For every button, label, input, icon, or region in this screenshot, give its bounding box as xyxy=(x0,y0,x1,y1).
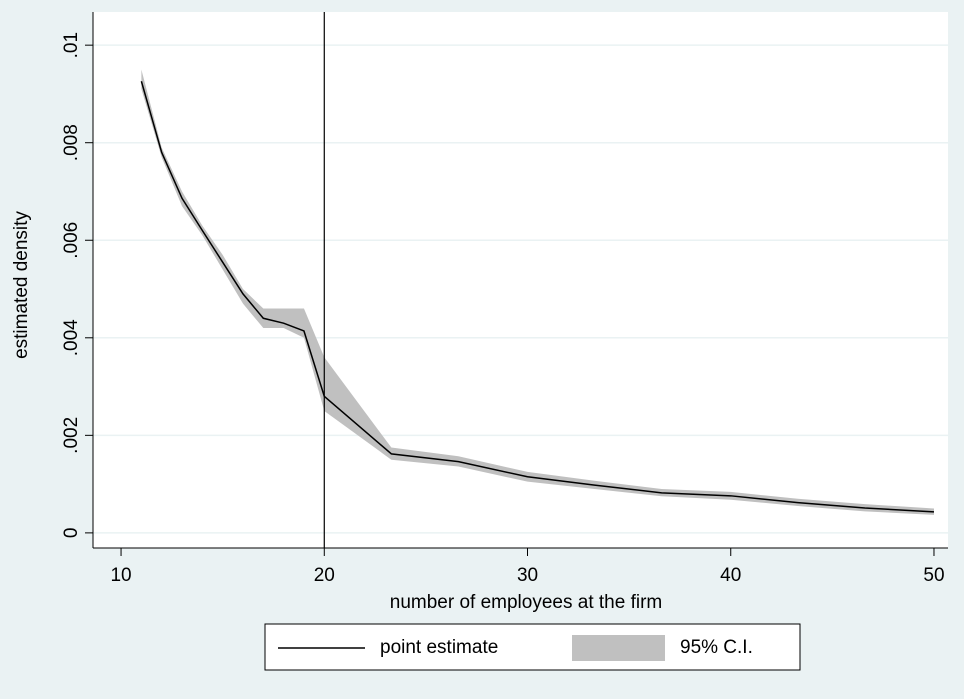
ci-band xyxy=(141,69,934,515)
y-tick-label: 0 xyxy=(61,528,82,539)
x-tick-label: 10 xyxy=(110,565,131,586)
y-tick-label: .01 xyxy=(61,32,82,58)
y-tick-label: .002 xyxy=(61,417,82,454)
x-tick-label: 30 xyxy=(517,565,538,586)
x-axis-title: number of employees at the firm xyxy=(390,592,662,613)
legend-label: point estimate xyxy=(380,637,498,658)
y-axis-title: estimated density xyxy=(11,211,32,359)
x-tick-label: 40 xyxy=(720,565,741,586)
x-tick-label: 20 xyxy=(314,565,335,586)
plot-area xyxy=(93,12,948,548)
legend xyxy=(264,623,801,671)
legend-swatch xyxy=(572,635,665,661)
y-tick-label: .004 xyxy=(61,319,82,356)
x-tick-label: 50 xyxy=(923,565,944,586)
y-tick-label: .006 xyxy=(61,222,82,259)
y-tick-label: .008 xyxy=(61,124,82,161)
legend-label: 95% C.I. xyxy=(680,637,753,658)
